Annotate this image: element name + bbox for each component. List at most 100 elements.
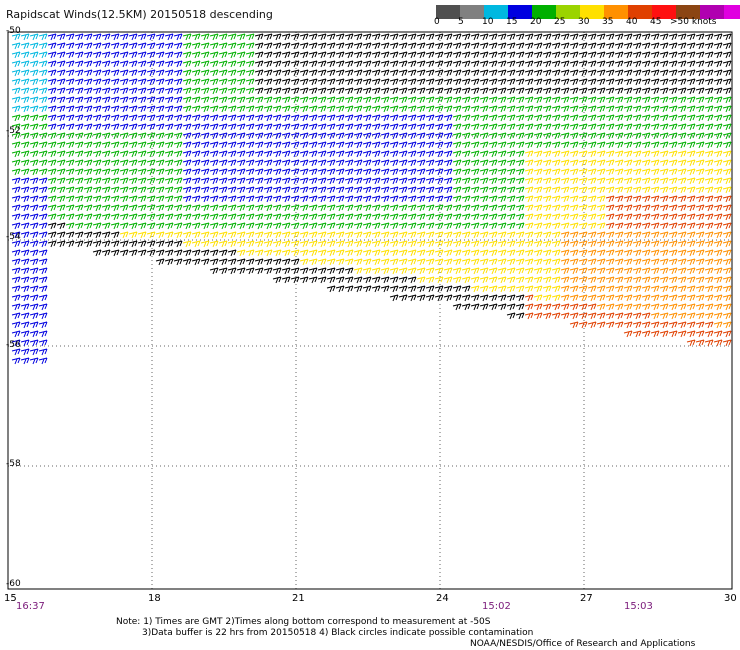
wind-barb: [569, 51, 579, 59]
wind-barb: [722, 339, 732, 347]
wind-barb: [92, 168, 102, 176]
wind-barb: [407, 114, 417, 122]
wind-barb: [47, 78, 57, 86]
wind-barb: [659, 51, 669, 59]
wind-barb: [137, 51, 147, 59]
lon-label-27: 27: [580, 593, 593, 604]
wind-barb: [425, 150, 435, 158]
wind-barb: [704, 141, 714, 149]
wind-barb: [560, 42, 570, 50]
wind-barb: [425, 69, 435, 77]
wind-barb: [425, 42, 435, 50]
wind-barb: [38, 231, 48, 239]
wind-barb: [191, 42, 201, 50]
wind-barb: [686, 267, 696, 275]
wind-barb: [704, 168, 714, 176]
wind-barb: [344, 87, 354, 95]
wind-barb: [524, 51, 534, 59]
wind-barb: [146, 168, 156, 176]
wind-barb: [137, 60, 147, 68]
wind-barb: [362, 132, 372, 140]
wind-barb: [443, 141, 453, 149]
wind-barb: [254, 222, 264, 230]
wind-barb: [335, 33, 345, 41]
wind-barb: [713, 168, 723, 176]
wind-barb: [515, 231, 525, 239]
wind-barb: [317, 168, 327, 176]
wind-barb: [695, 87, 705, 95]
wind-barb: [452, 60, 462, 68]
wind-barb: [308, 96, 318, 104]
wind-barb: [353, 114, 363, 122]
wind-barb: [515, 186, 525, 194]
wind-barb: [335, 213, 345, 221]
wind-barb: [524, 105, 534, 113]
wind-barb: [83, 159, 93, 167]
wind-barb: [695, 96, 705, 104]
lat-label-56: -56: [6, 340, 21, 350]
wind-barb: [461, 195, 471, 203]
wind-barb: [488, 186, 498, 194]
wind-barb: [650, 42, 660, 50]
wind-barb: [587, 51, 597, 59]
wind-barb: [128, 105, 138, 113]
wind-barb: [119, 51, 129, 59]
wind-barb: [650, 213, 660, 221]
wind-barb: [371, 51, 381, 59]
wind-barb: [515, 132, 525, 140]
wind-barb: [227, 231, 237, 239]
wind-barb: [272, 42, 282, 50]
wind-barb: [290, 249, 300, 257]
wind-barb: [434, 204, 444, 212]
wind-barb: [587, 204, 597, 212]
wind-barb: [452, 195, 462, 203]
wind-barb: [146, 33, 156, 41]
wind-barb: [614, 123, 624, 131]
wind-barb: [569, 114, 579, 122]
wind-barb: [506, 312, 516, 320]
wind-barb: [362, 96, 372, 104]
wind-barb: [47, 96, 57, 104]
wind-barb: [389, 60, 399, 68]
wind-barb: [470, 150, 480, 158]
wind-barb: [533, 186, 543, 194]
wind-barb: [164, 186, 174, 194]
wind-barb: [344, 267, 354, 275]
wind-barb: [20, 96, 30, 104]
wind-barb: [695, 105, 705, 113]
wind-barb: [587, 168, 597, 176]
wind-barb: [245, 267, 255, 275]
wind-barb: [713, 339, 723, 347]
wind-barb: [686, 78, 696, 86]
wind-barb: [128, 204, 138, 212]
wind-barb: [722, 177, 732, 185]
wind-barb: [407, 42, 417, 50]
wind-barb: [425, 105, 435, 113]
wind-barb: [686, 132, 696, 140]
wind-barb: [326, 222, 336, 230]
wind-barb: [677, 177, 687, 185]
wind-barb: [443, 294, 453, 302]
wind-barb: [191, 105, 201, 113]
wind-barb: [227, 168, 237, 176]
wind-barb: [668, 33, 678, 41]
wind-barb: [479, 294, 489, 302]
wind-barb: [587, 42, 597, 50]
wind-barb: [713, 195, 723, 203]
wind-barb: [245, 213, 255, 221]
wind-barb: [560, 249, 570, 257]
wind-barb: [497, 132, 507, 140]
wind-barb: [38, 186, 48, 194]
wind-barb: [20, 294, 30, 302]
wind-barb: [650, 285, 660, 293]
wind-barb: [290, 267, 300, 275]
legend-swatch: [700, 5, 724, 19]
wind-barb: [569, 231, 579, 239]
wind-barb: [56, 150, 66, 158]
wind-barb: [29, 303, 39, 311]
wind-barb: [191, 141, 201, 149]
wind-barb: [470, 42, 480, 50]
wind-barb: [119, 87, 129, 95]
wind-barb: [236, 69, 246, 77]
wind-barb: [11, 321, 21, 329]
